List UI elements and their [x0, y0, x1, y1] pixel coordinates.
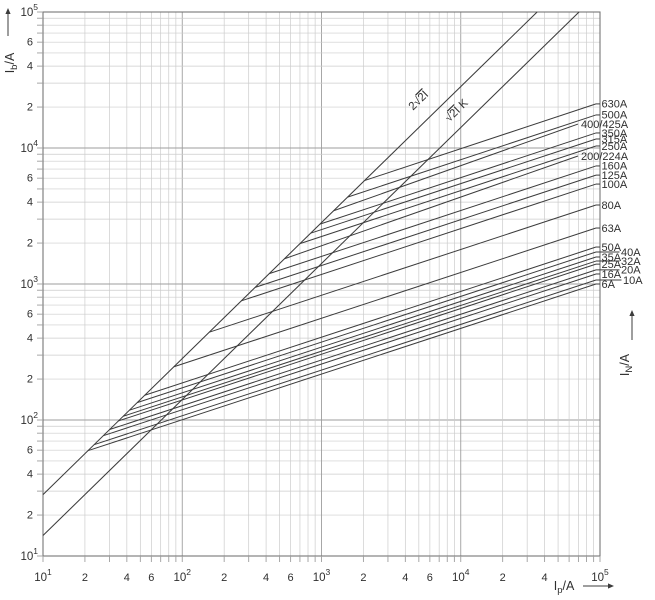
y-minor-tick-label: 2 [27, 510, 33, 522]
curve-label-250A: 250A [602, 141, 628, 153]
curve-40A [136, 251, 597, 404]
y-axis-up-arrow-icon [5, 8, 11, 14]
x-tick-label: 101 [34, 567, 52, 584]
curve-label-40A: 40A [621, 247, 641, 259]
reference-line [42, 11, 580, 536]
curve-label-10A: 10A [623, 275, 643, 287]
fuse-curves [87, 103, 622, 452]
curve-63A [173, 227, 597, 368]
y-tick-label: 104 [20, 138, 38, 155]
x-minor-tick-label: 2 [221, 572, 227, 584]
curve-label-630A: 630A [602, 99, 628, 111]
axis-labels: Ib/A Ip/A IN/A [3, 8, 635, 596]
curve-label-32A: 32A [621, 256, 641, 268]
y-minor-tick-label: 6 [27, 37, 33, 49]
curve-label-50A: 50A [602, 242, 622, 254]
reference-lines: 2√2I√2I K [42, 11, 580, 536]
curve-50A [144, 246, 597, 396]
curve-label-100A: 100A [602, 179, 628, 191]
y-minor-tick-label: 4 [27, 469, 33, 481]
curve-20A [109, 269, 597, 431]
x-minor-tick-label: 4 [124, 572, 130, 584]
y-minor-tick-label: 4 [27, 333, 33, 345]
curve-labels: 630A500A400/425A350A315A250A200/224A160A… [581, 99, 643, 291]
curve-6A [87, 283, 597, 452]
x-axis-right-arrow-icon [608, 583, 614, 589]
reference-line [42, 11, 538, 495]
curve-label-16A: 16A [602, 269, 622, 281]
curve-label-160A: 160A [602, 161, 628, 173]
reference-line-label: 2√2I [406, 88, 431, 113]
y-minor-tick-label: 4 [27, 197, 33, 209]
grid [42, 11, 601, 557]
curve-315A [310, 138, 597, 234]
x-minor-tick-label: 4 [402, 572, 408, 584]
x-tick-label: 103 [313, 567, 331, 584]
x-minor-tick-label: 4 [263, 572, 269, 584]
curve-label-350A: 350A [602, 128, 628, 140]
y-minor-tick-label: 6 [27, 309, 33, 321]
curve-35A [129, 256, 597, 411]
curve-label-400/425A: 400/425A [581, 119, 629, 131]
curve-label-125A: 125A [602, 170, 628, 182]
curve-32A [123, 260, 597, 417]
curve-500A [347, 114, 597, 198]
curve-630A [364, 103, 597, 182]
rating-axis-up-arrow-icon [629, 310, 635, 316]
x-minor-tick-label: 4 [542, 572, 548, 584]
curve-label-6A: 6A [602, 279, 616, 291]
x-minor-tick-label: 2 [500, 572, 506, 584]
x-tick-label: 105 [591, 567, 609, 584]
curve-label-25A: 25A [602, 259, 622, 271]
curve-200/224A [284, 155, 579, 260]
curve-10A [93, 279, 597, 446]
y-minor-tick-label: 2 [27, 102, 33, 114]
x-tick-label: 102 [173, 567, 191, 584]
y-minor-tick-label: 6 [27, 445, 33, 457]
y-axis-label: Ib/A [3, 52, 20, 73]
y-minor-tick-label: 6 [27, 173, 33, 185]
curve-label-20A: 20A [621, 265, 641, 277]
curve-400/425A [333, 123, 579, 212]
rating-axis-label: IN/A [618, 353, 635, 376]
x-minor-tick-label: 6 [288, 572, 294, 584]
curve-160A [269, 165, 597, 275]
curve-80A [209, 204, 597, 333]
y-minor-tick-label: 4 [27, 61, 33, 73]
x-minor-tick-label: 6 [148, 572, 154, 584]
curve-250A [299, 145, 597, 245]
x-tick-label: 104 [452, 567, 470, 584]
curve-label-80A: 80A [602, 200, 622, 212]
curve-label-200/224A: 200/224A [581, 151, 629, 163]
y-minor-tick-label: 2 [27, 238, 33, 250]
curve-125A [255, 174, 597, 288]
curve-350A [319, 132, 597, 225]
x-minor-tick-label: 2 [360, 572, 366, 584]
axis-ticks: 101 102 103 104 105 2 4 6 2 4 6 2 4 6 2 4 101 102 103 104 10… [20, 2, 609, 584]
y-tick-label: 103 [20, 274, 38, 291]
y-tick-label: 105 [20, 2, 38, 19]
y-minor-tick-label: 2 [27, 374, 33, 386]
curve-16A [103, 273, 597, 437]
curve-25A [118, 263, 597, 422]
curve-label-63A: 63A [602, 223, 622, 235]
y-tick-label: 101 [20, 546, 38, 563]
x-axis-label: Ip/A [554, 579, 575, 596]
y-tick-label: 102 [20, 410, 38, 427]
curve-100A [241, 183, 597, 302]
curve-label-35A: 35A [602, 252, 622, 264]
x-minor-tick-label: 2 [82, 572, 88, 584]
curve-label-500A: 500A [602, 110, 628, 122]
x-minor-tick-label: 6 [427, 572, 433, 584]
curve-label-315A: 315A [602, 134, 628, 146]
